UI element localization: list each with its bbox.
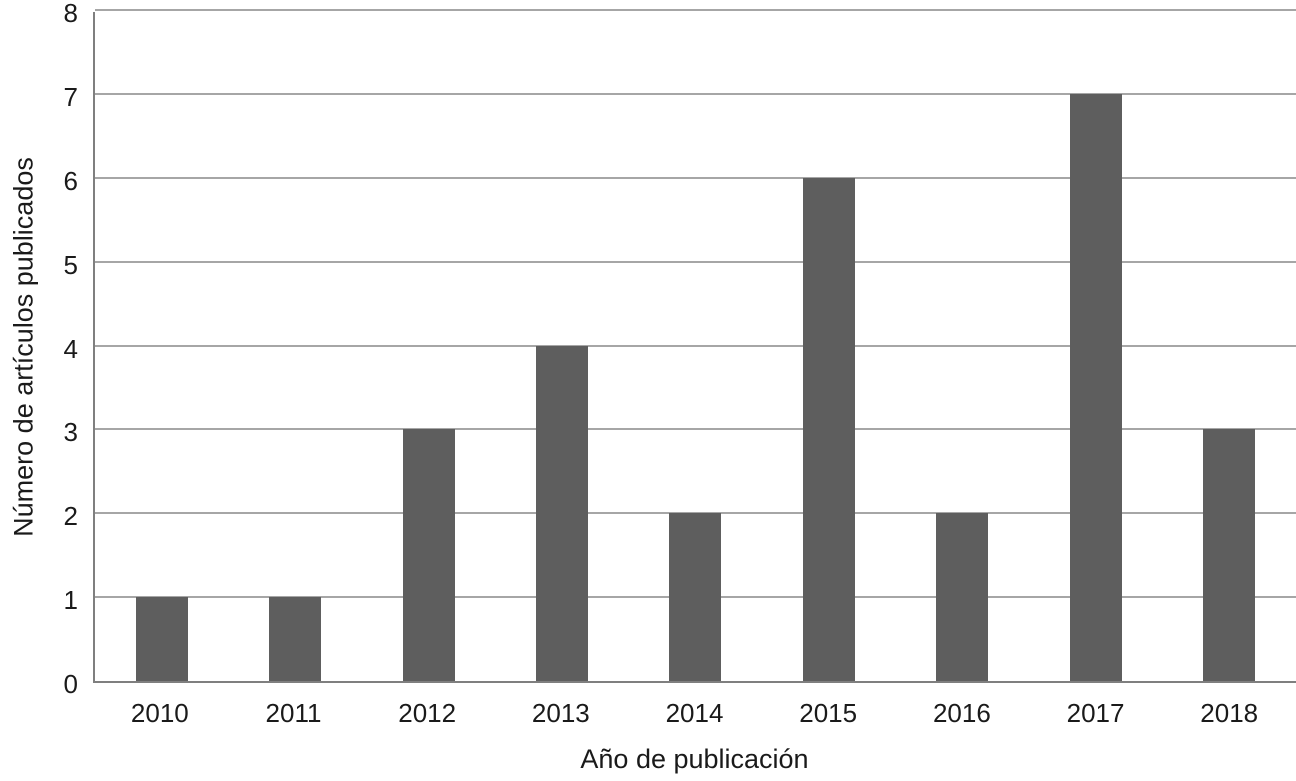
y-tick-label-3: 3: [63, 417, 78, 448]
x-axis-tick-labels: 2010 2011 2012 2013 2014 2015 2016 2017 2018: [93, 698, 1296, 729]
gridline-y-7: [95, 92, 1296, 95]
x-axis-title-label: Año de publicación: [580, 744, 809, 774]
bar-slot-2016: [896, 12, 1029, 681]
plot-area: [93, 9, 1296, 683]
gridline-y-4: [95, 344, 1296, 347]
bar-slot-2014: [629, 12, 762, 681]
bar-slot-2012: [362, 12, 495, 681]
bar-2015: [802, 177, 855, 681]
gridline-y-5: [95, 260, 1296, 263]
bars-layer: [95, 12, 1296, 681]
bar-2016: [936, 513, 989, 681]
bar-2013: [536, 345, 589, 681]
x-tick-label-2010: 2010: [130, 698, 189, 728]
y-tick-label-7: 7: [63, 81, 78, 112]
y-tick-label-2: 2: [63, 501, 78, 532]
y-tick-label-1: 1: [63, 585, 78, 616]
y-tick-label-8: 8: [63, 0, 78, 28]
gridline-y-8: [95, 9, 1296, 11]
x-tick-label-2015: 2015: [799, 698, 858, 728]
x-tick-label-2014: 2014: [665, 698, 724, 728]
x-tick-label-2012: 2012: [398, 698, 457, 728]
y-tick-label-6: 6: [63, 165, 78, 196]
bar-slot-2015: [762, 12, 895, 681]
bar-2018: [1203, 429, 1256, 681]
x-axis-title: Año de publicación: [93, 744, 1296, 775]
gridline-y-3: [95, 428, 1296, 431]
bar-2017: [1069, 93, 1122, 681]
gridline-y-6: [95, 176, 1296, 179]
x-tick-label-2016: 2016: [932, 698, 991, 728]
bar-2012: [402, 429, 455, 681]
x-tick-label-2011: 2011: [265, 698, 322, 728]
x-tick-label-2018: 2018: [1200, 698, 1259, 728]
x-tick-label-2017: 2017: [1066, 698, 1125, 728]
y-tick-label-4: 4: [63, 333, 78, 364]
x-tick-label-2013: 2013: [531, 698, 590, 728]
bar-slot-2018: [1163, 12, 1296, 681]
bar-2014: [669, 513, 722, 681]
bar-slot-2010: [95, 12, 228, 681]
bar-2011: [269, 597, 322, 681]
bar-slot-2011: [228, 12, 361, 681]
y-tick-label-5: 5: [63, 249, 78, 280]
y-tick-label-0: 0: [63, 669, 78, 699]
bar-slot-2013: [495, 12, 628, 681]
bar-2010: [135, 597, 188, 681]
bar-slot-2017: [1029, 12, 1162, 681]
